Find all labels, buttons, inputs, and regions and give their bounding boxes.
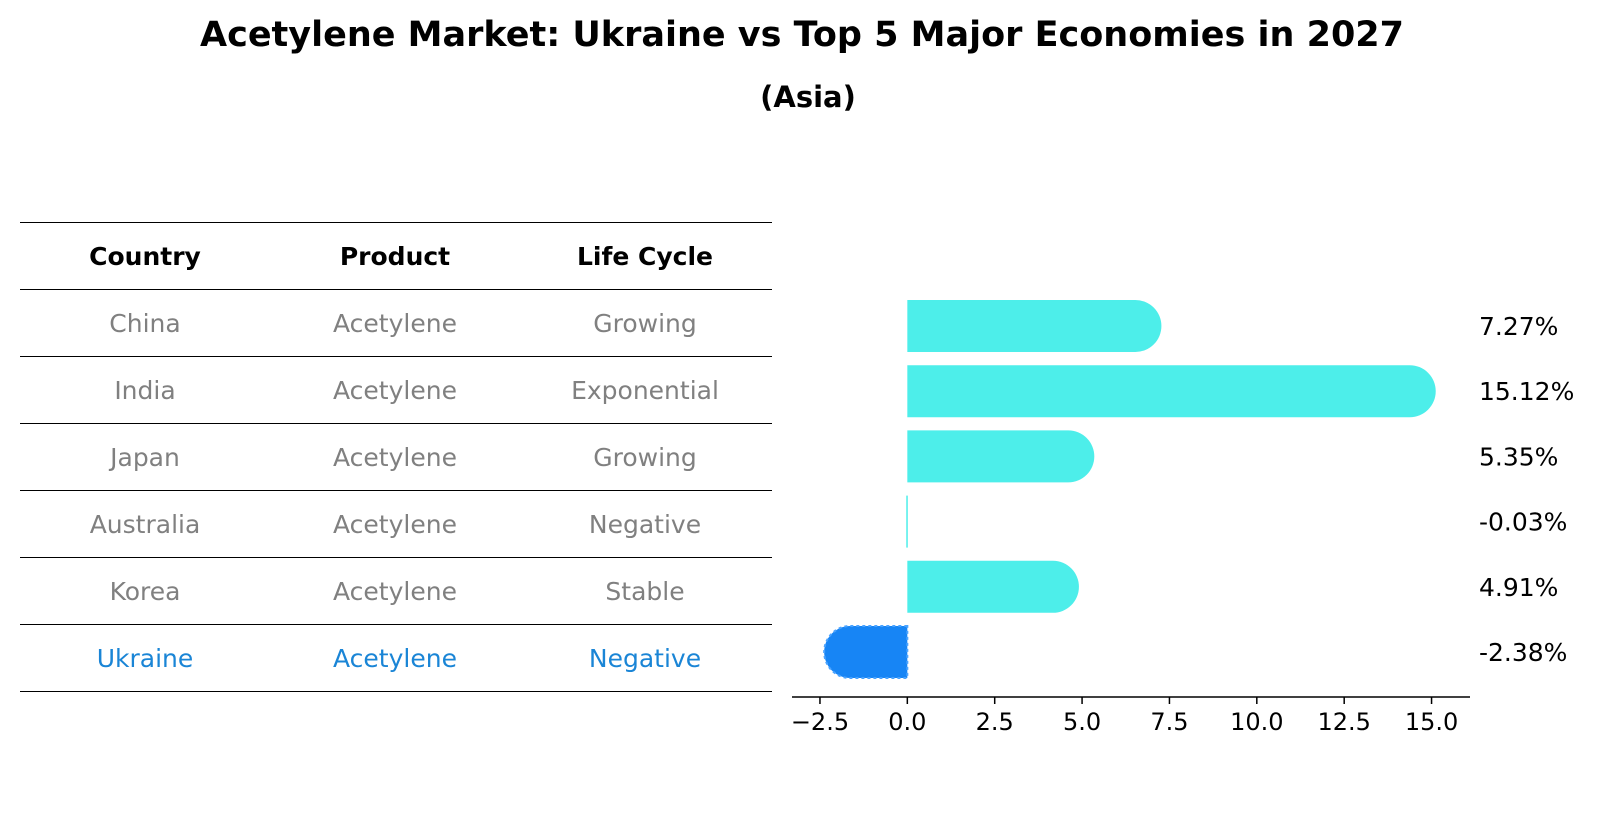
cell-life-cycle: Negative [588, 509, 702, 539]
value-label-china: 7.27% [1479, 312, 1558, 341]
bar-ukraine [823, 625, 909, 679]
cell-life-cycle: Stable [605, 576, 685, 606]
x-tick-label: 2.5 [976, 708, 1014, 736]
x-tick-label: 0.0 [888, 708, 926, 736]
value-label-korea: 4.91% [1479, 573, 1558, 602]
header-country: Country [89, 241, 201, 271]
x-tick-label: 12.5 [1317, 708, 1370, 736]
x-tick-label: 10.0 [1230, 708, 1283, 736]
table-row: Korea Acetylene Stable [20, 557, 772, 624]
cell-country: Australia [89, 509, 201, 539]
chart-title: Acetylene Market: Ukraine vs Top 5 Major… [199, 15, 1404, 55]
table-row-highlighted: Ukraine Acetylene Negative [20, 624, 772, 692]
cell-life-cycle: Growing [593, 442, 697, 472]
cell-product: Acetylene [333, 576, 457, 606]
cell-life-cycle: Exponential [571, 375, 719, 405]
x-tick-label: 15.0 [1405, 708, 1458, 736]
table-row: China Acetylene Growing [20, 289, 772, 356]
cell-country: Japan [110, 442, 180, 472]
chart-subtitle: (Asia) [760, 80, 856, 114]
cell-country: Korea [109, 576, 181, 606]
header-life-cycle: Life Cycle [576, 241, 714, 271]
value-label-japan: 5.35% [1479, 442, 1558, 471]
value-label-australia: -0.03% [1479, 508, 1567, 537]
bar-korea [907, 560, 1079, 613]
cell-product: Acetylene [333, 442, 457, 472]
table-row: Japan Acetylene Growing [20, 423, 772, 490]
cell-product: Acetylene [333, 375, 457, 405]
cell-product: Acetylene [333, 308, 457, 338]
table-row: Australia Acetylene Negative [20, 490, 772, 557]
table-header-row: Country Product Life Cycle [20, 222, 772, 289]
value-label-india: 15.12% [1479, 377, 1574, 406]
bar-japan [907, 430, 1095, 483]
cell-country: India [114, 375, 176, 405]
table-row: India Acetylene Exponential [20, 356, 772, 423]
cell-life-cycle: Growing [593, 308, 697, 338]
cell-country: Ukraine [96, 643, 194, 673]
x-tick-label: −2.5 [791, 708, 849, 736]
bar-china [907, 300, 1162, 352]
x-tick-label: 7.5 [1150, 708, 1188, 736]
value-label-ukraine: -2.38% [1479, 638, 1567, 667]
cell-product: Acetylene [333, 509, 457, 539]
x-tick-label: 5.0 [1063, 708, 1101, 736]
cell-country: China [109, 308, 181, 338]
cell-life-cycle: Negative [588, 643, 702, 673]
header-product: Product [339, 241, 451, 271]
bar-india [907, 365, 1436, 418]
country-table: Country Product Life Cycle China Acetyle… [20, 222, 772, 692]
bar-australia [906, 495, 908, 548]
cell-product: Acetylene [333, 643, 457, 673]
